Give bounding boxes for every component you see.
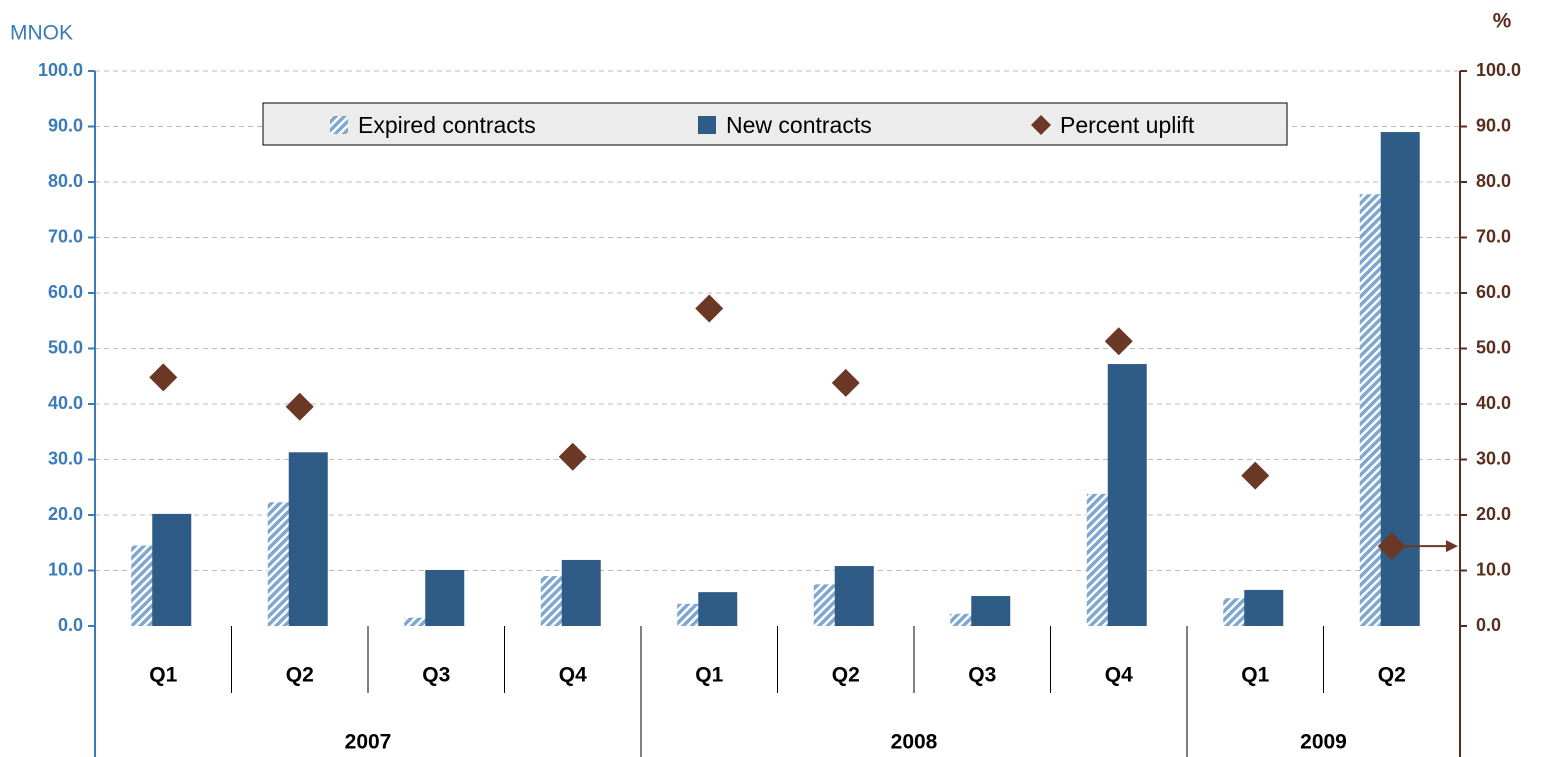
- x-tick-label: Q2: [286, 664, 314, 687]
- bar: [971, 596, 1011, 626]
- marker: [1104, 327, 1133, 356]
- y-tick-label: 10.0: [48, 559, 83, 579]
- y-axis-title: MNOK: [10, 22, 73, 45]
- bar: [425, 569, 465, 626]
- legend-box: [262, 102, 1288, 146]
- x-tick-label: Q3: [422, 664, 450, 687]
- y-tick-label: 40.0: [48, 393, 83, 413]
- y2-tick-label: 80.0: [1476, 171, 1511, 191]
- bar: [698, 592, 738, 626]
- group-label: 2007: [345, 731, 392, 754]
- bar: [834, 566, 874, 626]
- marker: [149, 363, 178, 392]
- y-tick-label: 60.0: [48, 282, 83, 302]
- legend-swatch: [330, 116, 348, 134]
- x-tick-label: Q1: [1241, 664, 1269, 687]
- legend-label: New contracts: [726, 112, 872, 138]
- group-label: 2009: [1300, 731, 1347, 754]
- y2-tick-label: 10.0: [1476, 559, 1511, 579]
- legend-swatch: [1031, 115, 1051, 135]
- bar: [561, 559, 601, 626]
- y-tick-label: 90.0: [48, 115, 83, 135]
- x-tick-label: Q2: [832, 664, 860, 687]
- y2-tick-label: 90.0: [1476, 115, 1511, 135]
- y2-tick-label: 40.0: [1476, 393, 1511, 413]
- y2-tick-label: 70.0: [1476, 226, 1511, 246]
- marker: [1241, 461, 1270, 490]
- arrow-head: [1446, 540, 1458, 553]
- x-tick-label: Q1: [695, 664, 723, 687]
- bar: [288, 452, 328, 626]
- y-tick-label: 100.0: [38, 60, 83, 80]
- legend-label: Expired contracts: [358, 112, 536, 138]
- bar: [152, 513, 192, 626]
- legend-label: Percent uplift: [1060, 112, 1195, 138]
- marker: [285, 392, 314, 421]
- y2-tick-label: 50.0: [1476, 337, 1511, 357]
- y-tick-label: 80.0: [48, 171, 83, 191]
- y2-axis-title: %: [1493, 10, 1512, 33]
- x-tick-label: Q2: [1378, 664, 1406, 687]
- y-tick-label: 0.0: [58, 615, 83, 635]
- y2-tick-label: 30.0: [1476, 448, 1511, 468]
- y2-tick-label: 0.0: [1476, 615, 1501, 635]
- bar: [1244, 589, 1284, 626]
- y2-tick-label: 100.0: [1476, 60, 1521, 80]
- marker: [558, 442, 587, 471]
- marker: [695, 294, 724, 323]
- y-tick-label: 20.0: [48, 504, 83, 524]
- x-tick-label: Q4: [559, 664, 587, 687]
- x-tick-label: Q1: [149, 664, 177, 687]
- bar: [1107, 364, 1147, 626]
- x-tick-label: Q4: [1105, 664, 1133, 687]
- y2-tick-label: 60.0: [1476, 282, 1511, 302]
- bar: [404, 617, 435, 626]
- y-tick-label: 30.0: [48, 448, 83, 468]
- y-tick-label: 70.0: [48, 226, 83, 246]
- group-label: 2008: [891, 731, 938, 754]
- legend-swatch: [698, 116, 716, 134]
- x-tick-label: Q3: [968, 664, 996, 687]
- y-tick-label: 50.0: [48, 337, 83, 357]
- marker: [831, 368, 860, 397]
- y2-tick-label: 20.0: [1476, 504, 1511, 524]
